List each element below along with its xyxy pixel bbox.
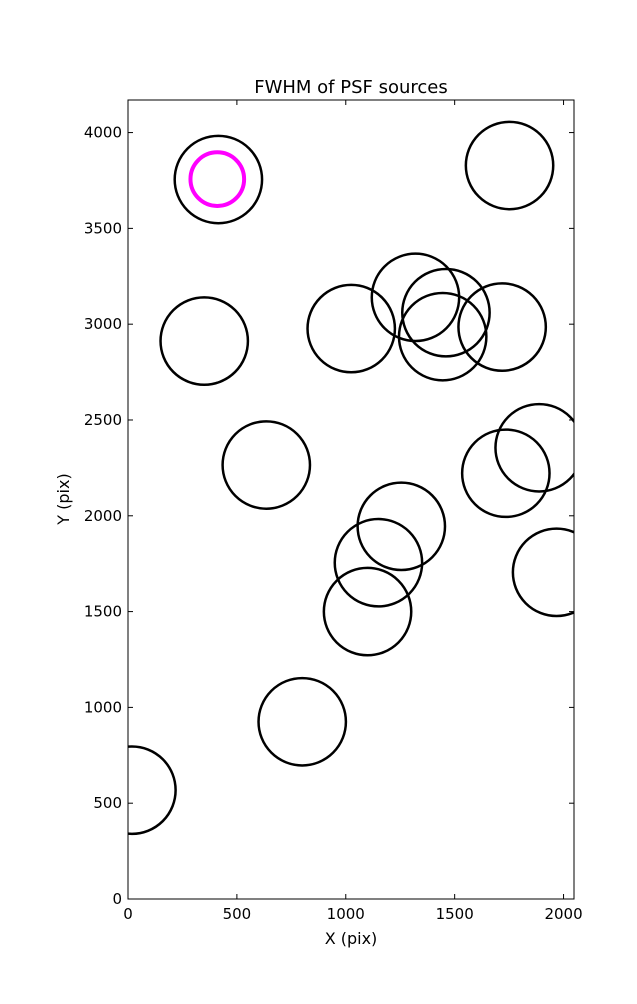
y-tick-label: 1000 bbox=[84, 698, 122, 716]
y-tick-label: 4000 bbox=[84, 124, 122, 142]
source-fwhm-circle-7 bbox=[397, 291, 488, 382]
y-axis-label: Y (pix) bbox=[54, 473, 73, 525]
source-fwhm-circle-14 bbox=[511, 527, 574, 618]
source-fwhm-circle-12 bbox=[356, 481, 447, 572]
source-fwhm-circle-10 bbox=[494, 402, 574, 493]
x-tick-label: 1500 bbox=[436, 905, 474, 923]
chart-title: FWHM of PSF sources bbox=[254, 77, 448, 98]
x-axis-label: X (pix) bbox=[325, 929, 378, 948]
y-tick-label: 3000 bbox=[84, 315, 122, 333]
source-fwhm-circle-4 bbox=[306, 283, 397, 374]
y-tick-label: 1500 bbox=[84, 603, 122, 621]
source-fwhm-circle-1 bbox=[173, 134, 264, 225]
source-fwhm-circle-8 bbox=[457, 282, 548, 372]
source-fwhm-circle-17 bbox=[128, 745, 177, 836]
y-tick-label: 2000 bbox=[84, 507, 122, 525]
source-fwhm-circle-16 bbox=[257, 676, 348, 767]
plot-frame bbox=[127, 99, 575, 900]
highlight-circle bbox=[188, 150, 247, 208]
y-tick-label: 500 bbox=[93, 794, 122, 812]
x-tick-label: 500 bbox=[223, 905, 252, 923]
source-fwhm-circle-5 bbox=[370, 252, 461, 343]
source-fwhm-circle-15 bbox=[322, 566, 413, 657]
source-fwhm-circle-9 bbox=[221, 420, 312, 510]
source-fwhm-circle-13 bbox=[333, 517, 424, 608]
y-tick-label: 0 bbox=[112, 890, 122, 908]
x-tick-label: 0 bbox=[123, 905, 133, 923]
x-tick-label: 1000 bbox=[327, 905, 365, 923]
source-fwhm-circle-2 bbox=[464, 120, 555, 211]
source-fwhm-circle-6 bbox=[401, 267, 491, 358]
y-tick-label: 3500 bbox=[84, 219, 122, 237]
source-fwhm-circle-3 bbox=[159, 296, 250, 386]
x-tick-label: 2000 bbox=[544, 905, 582, 923]
source-fwhm-circle-11 bbox=[460, 428, 551, 519]
y-tick-label: 2500 bbox=[84, 411, 122, 429]
